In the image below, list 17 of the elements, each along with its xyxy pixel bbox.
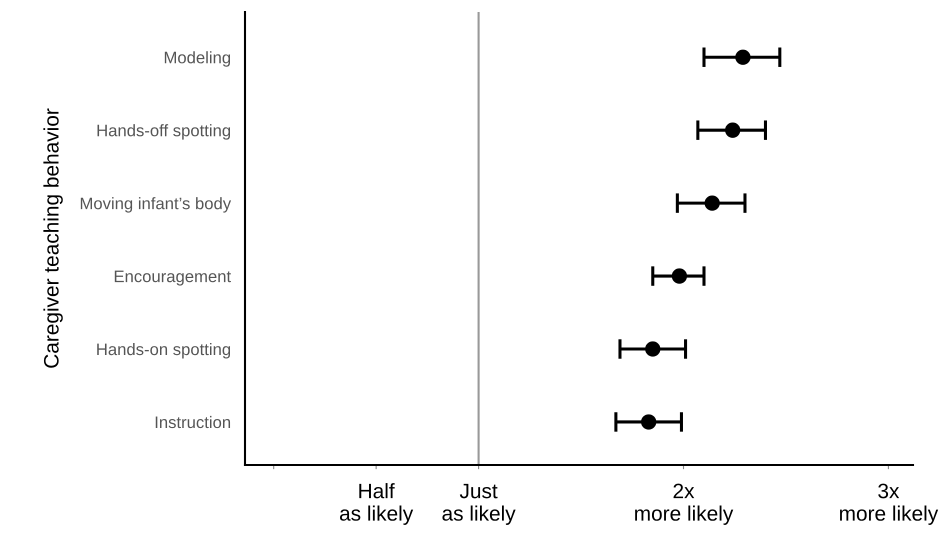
point <box>645 341 660 357</box>
y-tick-label: Hands-on spotting <box>97 342 230 359</box>
point <box>735 50 751 65</box>
point <box>725 122 740 138</box>
y-tick-label: Instruction <box>156 416 230 428</box>
point <box>704 195 720 211</box>
y-tick-label: Modeling <box>164 51 230 67</box>
x-tick-label: 3x more likely <box>840 484 938 525</box>
x-tick-label: 2x more likely <box>635 484 734 525</box>
y-tick-label: Moving infant’s body <box>80 197 232 213</box>
y-tick-label: Encouragement <box>114 270 231 286</box>
point <box>672 268 688 284</box>
point <box>641 414 656 430</box>
x-tick-label: Half as likely <box>340 483 414 525</box>
x-tick-label: Just as likely <box>442 484 516 525</box>
y-axis-title: Caregiver teaching behavior <box>43 108 63 368</box>
y-tick-label: Hands-off spotting <box>98 124 230 140</box>
